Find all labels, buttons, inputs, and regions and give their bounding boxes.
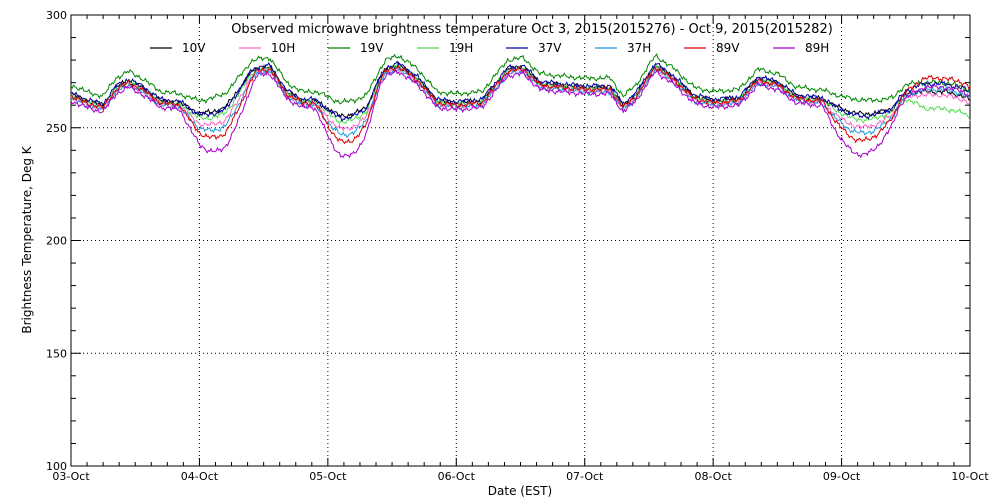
y-tick-label: 250 (46, 122, 67, 135)
legend-label-89v: 89V (716, 41, 740, 55)
y-axis-label: Brightness Temperature, Deg K (20, 145, 34, 333)
legend-label-19v: 19V (360, 41, 384, 55)
legend-label-19h: 19H (449, 41, 473, 55)
legend-label-89h: 89H (805, 41, 829, 55)
series-line-10h (70, 66, 971, 132)
x-tick-label: 06-Oct (438, 470, 476, 483)
x-tick-label: 09-Oct (823, 470, 861, 483)
x-tick-label: 08-Oct (694, 470, 732, 483)
legend-label-37h: 37H (627, 41, 651, 55)
legend-label-37v: 37V (538, 41, 562, 55)
x-tick-label: 05-Oct (309, 470, 347, 483)
series-line-19v (70, 52, 971, 105)
legend-label-10v: 10V (182, 41, 206, 55)
series-line-10v (70, 61, 971, 119)
x-tick-label: 04-Oct (181, 470, 219, 483)
series-line-89h (70, 69, 971, 159)
grid-layer (71, 15, 970, 466)
x-tick-label: 07-Oct (566, 470, 604, 483)
legend: 10V 10H 19V 19H 37V 37H 89V 89H (150, 41, 829, 55)
y-tick-label: 150 (46, 347, 67, 360)
x-tick-label: 10-Oct (951, 470, 989, 483)
x-axis-label: Date (EST) (488, 484, 552, 498)
x-tick-label: 03-Oct (52, 470, 90, 483)
series-line-89v (70, 65, 971, 145)
y-tick-label: 300 (46, 9, 67, 22)
y-tick-label: 100 (46, 460, 67, 473)
y-tick-label: 200 (46, 235, 67, 248)
chart-title: Observed microwave brightness temperatur… (231, 22, 833, 37)
legend-label-10h: 10H (271, 41, 295, 55)
axis-layer: 03-Oct 04-Oct 05-Oct 06-Oct 07-Oct 08-Oct 09-O… (46, 9, 989, 483)
series-layer (70, 52, 971, 159)
